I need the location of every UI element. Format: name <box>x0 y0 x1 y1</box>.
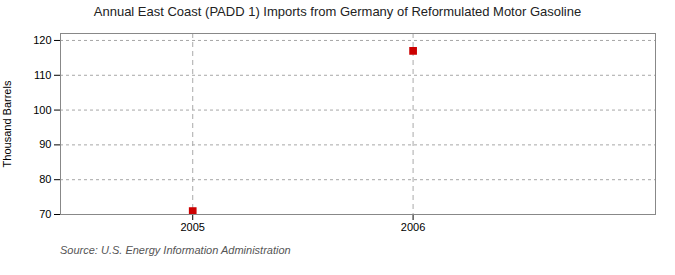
svg-text:110: 110 <box>34 69 52 81</box>
svg-text:2006: 2006 <box>401 221 425 233</box>
svg-text:90: 90 <box>39 138 51 150</box>
svg-text:120: 120 <box>33 34 51 46</box>
svg-text:2005: 2005 <box>180 221 204 233</box>
html-text:Source: U.S. Energy Informatio: Source: U.S. Energy Information Administ… <box>60 244 291 256</box>
svg-text:70: 70 <box>39 208 51 220</box>
svg-text:Thousand Barrels: Thousand Barrels <box>1 80 13 167</box>
svg-text:100: 100 <box>33 104 51 116</box>
svg-text:80: 80 <box>39 173 51 185</box>
html-text:Annual East Coast (PADD 1) Imp: Annual East Coast (PADD 1) Imports from … <box>93 4 582 19</box>
